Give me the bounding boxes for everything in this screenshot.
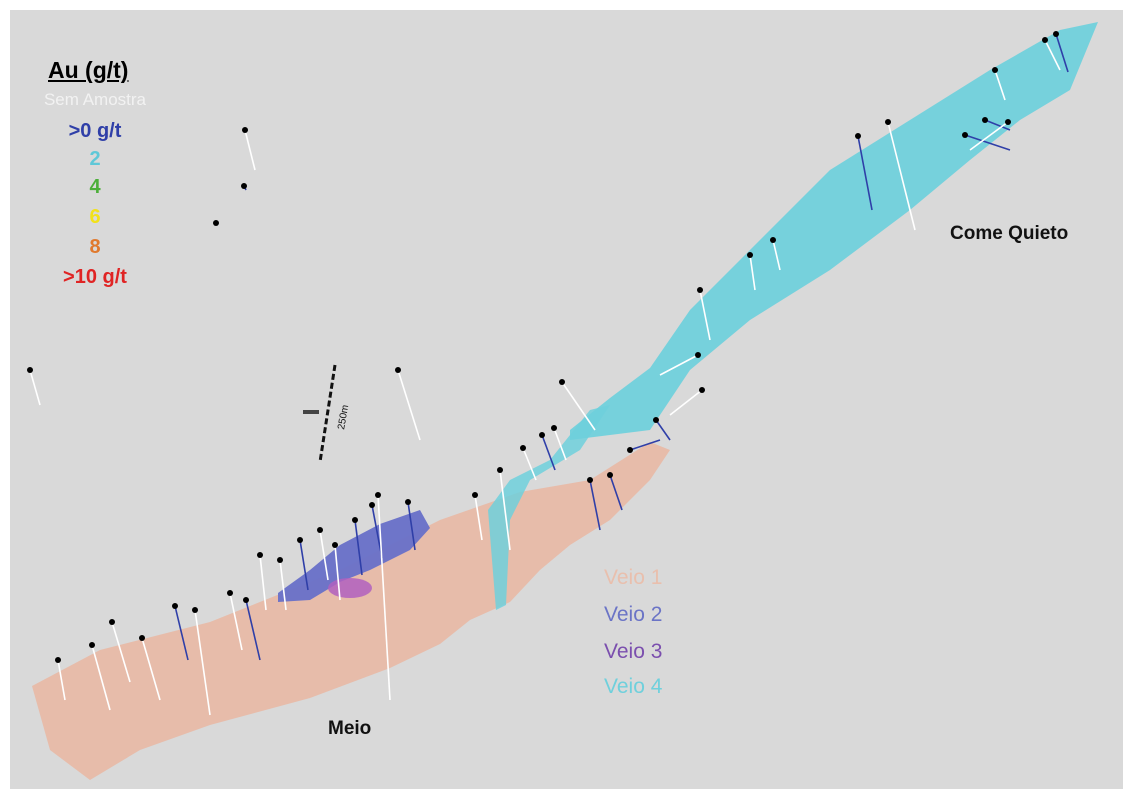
drillhole-trace xyxy=(670,390,702,415)
drillhole-collar xyxy=(855,133,861,139)
drillhole-collar xyxy=(587,477,593,483)
drillhole-collar xyxy=(992,67,998,73)
drillhole-collar xyxy=(982,117,988,123)
drillhole-collar xyxy=(770,237,776,243)
drillhole-collar xyxy=(257,552,263,558)
drillhole-collar xyxy=(885,119,891,125)
drillhole-collar xyxy=(89,642,95,648)
legend-item: >0 g/t xyxy=(10,120,180,143)
drillhole-collar xyxy=(405,499,411,505)
drillhole-collar xyxy=(213,220,219,226)
legend-item: 6 xyxy=(10,206,180,229)
drillhole-collar xyxy=(697,287,703,293)
drillhole-collar xyxy=(241,183,247,189)
drillhole-collar xyxy=(1005,119,1011,125)
drillhole-collar xyxy=(109,619,115,625)
drillhole-collar xyxy=(352,517,358,523)
drillhole-collar xyxy=(497,467,503,473)
legend-item: 4 xyxy=(10,176,180,199)
legend-item: >10 g/t xyxy=(10,266,180,289)
drillhole-collar xyxy=(192,607,198,613)
scale-bar-label: 250m xyxy=(336,404,351,431)
drillhole-collar xyxy=(332,542,338,548)
vein-legend-item: Veio 2 xyxy=(604,603,662,627)
drillhole-collar xyxy=(27,367,33,373)
area-label-come-quieto: Come Quieto xyxy=(950,223,1068,245)
drillhole-collar xyxy=(55,657,61,663)
drillhole-collar xyxy=(472,492,478,498)
area-label-meio: Meio xyxy=(328,718,371,740)
drillhole-collar xyxy=(653,417,659,423)
drillhole-collar xyxy=(607,472,613,478)
drillhole-collar xyxy=(369,502,375,508)
drillhole-trace xyxy=(245,130,255,170)
drillhole-collar xyxy=(242,127,248,133)
drillhole-collar xyxy=(962,132,968,138)
drillhole-collar xyxy=(227,590,233,596)
drillhole-collar xyxy=(1042,37,1048,43)
drillhole-trace xyxy=(656,420,670,440)
scale-bar: 250m xyxy=(303,365,351,462)
drillhole-trace xyxy=(30,370,40,405)
drillhole-collar xyxy=(551,425,557,431)
drillhole-trace xyxy=(562,382,595,430)
drillhole-collar xyxy=(139,635,145,641)
drillhole-collar xyxy=(172,603,178,609)
vein-legend-item: Veio 1 xyxy=(604,566,662,590)
drillhole-collar xyxy=(747,252,753,258)
drillhole-collar xyxy=(375,492,381,498)
drillhole-trace xyxy=(398,370,420,440)
drillhole-collar xyxy=(297,537,303,543)
drillhole-collar xyxy=(277,557,283,563)
drillhole-collar xyxy=(395,367,401,373)
legend-item: 2 xyxy=(10,148,180,171)
drillhole-collar xyxy=(317,527,323,533)
legend-item: 8 xyxy=(10,236,180,259)
vein-legend-item: Veio 3 xyxy=(604,640,662,664)
drillhole-collar xyxy=(627,447,633,453)
drillhole-collar xyxy=(699,387,705,393)
drillhole-collar xyxy=(559,379,565,385)
vein-3-surface xyxy=(328,578,372,598)
model-view: 250m Au (g/t) Sem Amostra >0 g/t 2 4 6 8 >10 g… xyxy=(10,10,1123,789)
drillhole-collar xyxy=(243,597,249,603)
drillhole-collar xyxy=(695,352,701,358)
drillhole-collar xyxy=(520,445,526,451)
vein-legend-item: Veio 4 xyxy=(604,675,662,699)
drillhole-collar xyxy=(539,432,545,438)
legend-title: Au (g/t) xyxy=(48,57,128,84)
drillhole-collar xyxy=(1053,31,1059,37)
legend-item: Sem Amostra xyxy=(10,90,180,110)
